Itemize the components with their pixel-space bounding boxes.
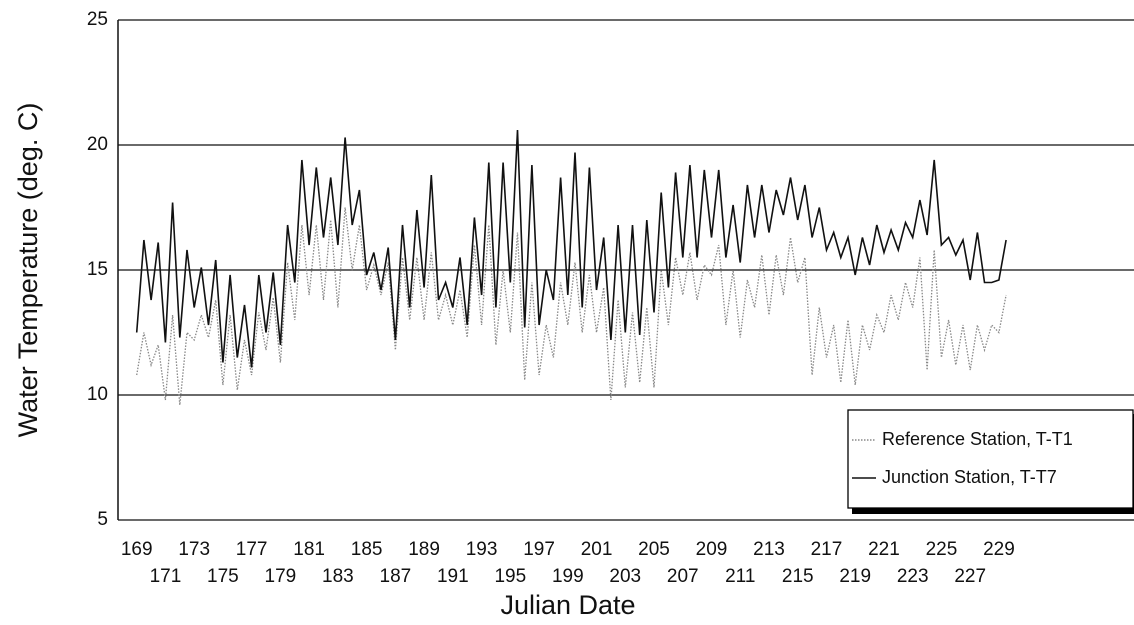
x-tick-label: 195 bbox=[494, 566, 526, 587]
x-tick-label: 173 bbox=[178, 539, 210, 560]
x-tick-label: 183 bbox=[322, 566, 354, 587]
y-tick-label: 10 bbox=[87, 384, 108, 405]
x-tick-label: 171 bbox=[150, 566, 182, 587]
x-tick-label: 193 bbox=[466, 539, 498, 560]
x-tick-label: 175 bbox=[207, 566, 239, 587]
x-tick-label: 191 bbox=[437, 566, 469, 587]
x-tick-label: 221 bbox=[868, 539, 900, 560]
data-line bbox=[136, 207, 1007, 406]
legend-label: Reference Station, T-T1 bbox=[882, 429, 1073, 449]
x-tick-label: 229 bbox=[983, 539, 1015, 560]
data-line bbox=[135, 129, 1007, 368]
x-tick-label: 201 bbox=[581, 539, 613, 560]
x-tick-label: 197 bbox=[523, 539, 555, 560]
x-tick-label: 209 bbox=[696, 539, 728, 560]
x-tick-label: 205 bbox=[638, 539, 670, 560]
x-tick-label: 211 bbox=[725, 566, 755, 587]
x-tick-label: 203 bbox=[609, 566, 641, 587]
y-axis-title: Water Temperature (deg. C) bbox=[13, 103, 43, 438]
x-tick-label: 185 bbox=[351, 539, 383, 560]
y-tick-label: 15 bbox=[87, 259, 108, 280]
x-tick-label: 169 bbox=[121, 539, 153, 560]
y-tick-label: 20 bbox=[87, 134, 108, 155]
x-tick-label: 219 bbox=[839, 566, 871, 587]
legend-label: Junction Station, T-T7 bbox=[882, 467, 1057, 487]
x-tick-label: 179 bbox=[265, 566, 297, 587]
x-axis-title: Julian Date bbox=[500, 590, 635, 620]
x-tick-label: 215 bbox=[782, 566, 814, 587]
x-tick-label: 189 bbox=[408, 539, 440, 560]
x-tick-label: 223 bbox=[897, 566, 929, 587]
x-tick-label: 177 bbox=[236, 539, 268, 560]
x-tick-label: 207 bbox=[667, 566, 699, 587]
x-tick-label: 217 bbox=[811, 539, 843, 560]
x-tick-label: 199 bbox=[552, 566, 584, 587]
legend-box bbox=[847, 409, 1134, 509]
x-tick-label: 187 bbox=[380, 566, 412, 587]
x-tick-label: 227 bbox=[954, 566, 986, 587]
x-tick-label: 225 bbox=[926, 539, 958, 560]
y-tick-label: 25 bbox=[87, 9, 108, 30]
y-tick-label: 5 bbox=[97, 509, 108, 530]
x-tick-label: 181 bbox=[293, 539, 325, 560]
x-tick-label: 213 bbox=[753, 539, 785, 560]
